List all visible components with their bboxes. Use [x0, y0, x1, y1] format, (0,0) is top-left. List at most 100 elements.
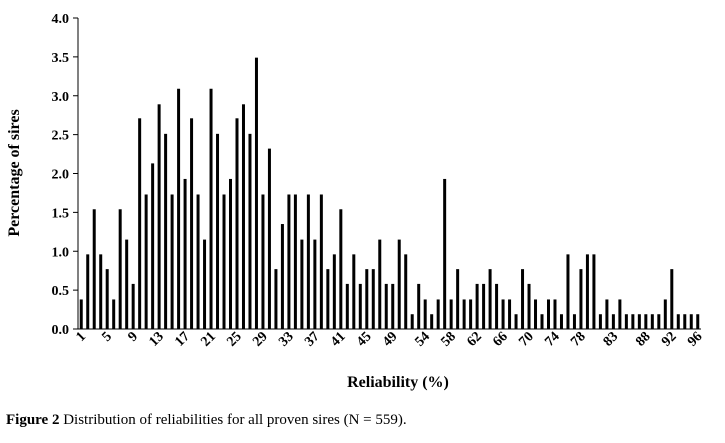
bar	[397, 239, 401, 329]
x-tick-label: 92	[659, 329, 680, 350]
bar	[436, 299, 440, 329]
bar	[598, 314, 602, 329]
bar	[644, 314, 648, 329]
figure-caption: Figure 2 Distribution of reliabilities f…	[6, 412, 407, 429]
bar	[618, 299, 622, 329]
bar	[384, 283, 388, 329]
bar	[241, 104, 245, 330]
bar	[521, 269, 525, 329]
bar	[611, 314, 615, 329]
x-tick-label: 45	[354, 329, 375, 350]
bar	[696, 314, 700, 329]
bar	[222, 194, 226, 329]
bar	[404, 254, 408, 329]
x-tick-label: 49	[380, 329, 401, 350]
bar	[449, 299, 453, 329]
y-tick-label: 3.5	[52, 51, 70, 66]
figure-caption-text: Distribution of reliabilities for all pr…	[59, 412, 407, 428]
x-tick-label: 74	[542, 329, 563, 350]
bar	[482, 283, 486, 329]
bar	[131, 283, 135, 329]
bar	[209, 88, 213, 329]
bar	[417, 283, 421, 329]
bar	[683, 314, 687, 329]
bar	[663, 299, 667, 329]
x-tick-label: 78	[568, 329, 589, 350]
x-tick-label: 33	[276, 329, 297, 350]
bar	[235, 118, 239, 329]
y-tick-label: 0.5	[52, 284, 70, 299]
bar	[261, 194, 265, 329]
bar	[572, 314, 576, 329]
x-axis: 1 5 9 13 17 21 25 29 33 37 41 45 49 54 58 62 66 70 74 78 83 8…	[74, 328, 706, 350]
bar	[469, 299, 473, 329]
x-tick-label: 21	[198, 329, 219, 350]
bar	[229, 178, 233, 329]
bar	[306, 194, 310, 329]
bar	[352, 254, 356, 329]
x-tick-label: 5	[99, 329, 115, 345]
bar	[280, 224, 284, 329]
bar	[86, 254, 90, 329]
y-tick-label: 2.0	[52, 168, 70, 183]
bar	[138, 118, 142, 329]
y-tick-label: 3.0	[52, 90, 70, 105]
bar	[216, 133, 220, 329]
bar	[92, 209, 96, 329]
x-tick-label: 41	[328, 329, 349, 350]
bar	[254, 57, 258, 330]
bar	[365, 269, 369, 329]
bar	[534, 299, 538, 329]
figure-caption-label: Figure 2	[6, 412, 60, 428]
x-tick-label: 96	[685, 329, 706, 350]
bar	[508, 299, 512, 329]
bar	[676, 314, 680, 329]
bar	[430, 314, 434, 329]
bar	[456, 269, 460, 329]
x-tick-label: 70	[516, 329, 537, 350]
bar	[190, 118, 194, 329]
x-tick-label: 83	[601, 329, 622, 350]
bar	[248, 133, 252, 329]
bar	[546, 299, 550, 329]
bar	[345, 283, 349, 329]
bar	[566, 254, 570, 329]
bar	[637, 314, 641, 329]
bar	[118, 209, 122, 329]
y-axis-label: Percentage of sires	[6, 109, 23, 236]
x-tick-label: 54	[413, 329, 434, 350]
y-tick-label: 4.0	[52, 12, 70, 27]
bar	[657, 314, 661, 329]
bar	[287, 194, 291, 329]
x-tick-label: 9	[125, 329, 141, 345]
bar	[125, 239, 129, 329]
bar	[378, 239, 382, 329]
x-tick-label: 1	[74, 329, 90, 345]
bar	[170, 194, 174, 329]
x-tick-label: 17	[172, 329, 193, 350]
bar	[553, 299, 557, 329]
bar	[157, 104, 161, 330]
x-tick-label: 58	[438, 329, 459, 350]
bar	[371, 269, 375, 329]
bar	[339, 209, 343, 329]
bar	[151, 163, 155, 329]
bar	[540, 314, 544, 329]
y-tick-label: 2.5	[52, 129, 70, 144]
bar	[631, 314, 635, 329]
x-tick-label: 13	[146, 329, 167, 350]
bar	[164, 133, 168, 329]
bar	[501, 299, 505, 329]
x-tick-label: 37	[302, 329, 323, 350]
bar	[177, 88, 181, 329]
x-tick-label: 25	[224, 329, 245, 350]
bar	[670, 269, 674, 329]
bar	[495, 283, 499, 329]
x-tick-label: 29	[250, 329, 271, 350]
bars	[79, 57, 700, 330]
x-tick-label: 66	[490, 329, 511, 350]
y-tick-label: 0.0	[52, 323, 70, 338]
bar	[326, 269, 330, 329]
bar	[423, 299, 427, 329]
